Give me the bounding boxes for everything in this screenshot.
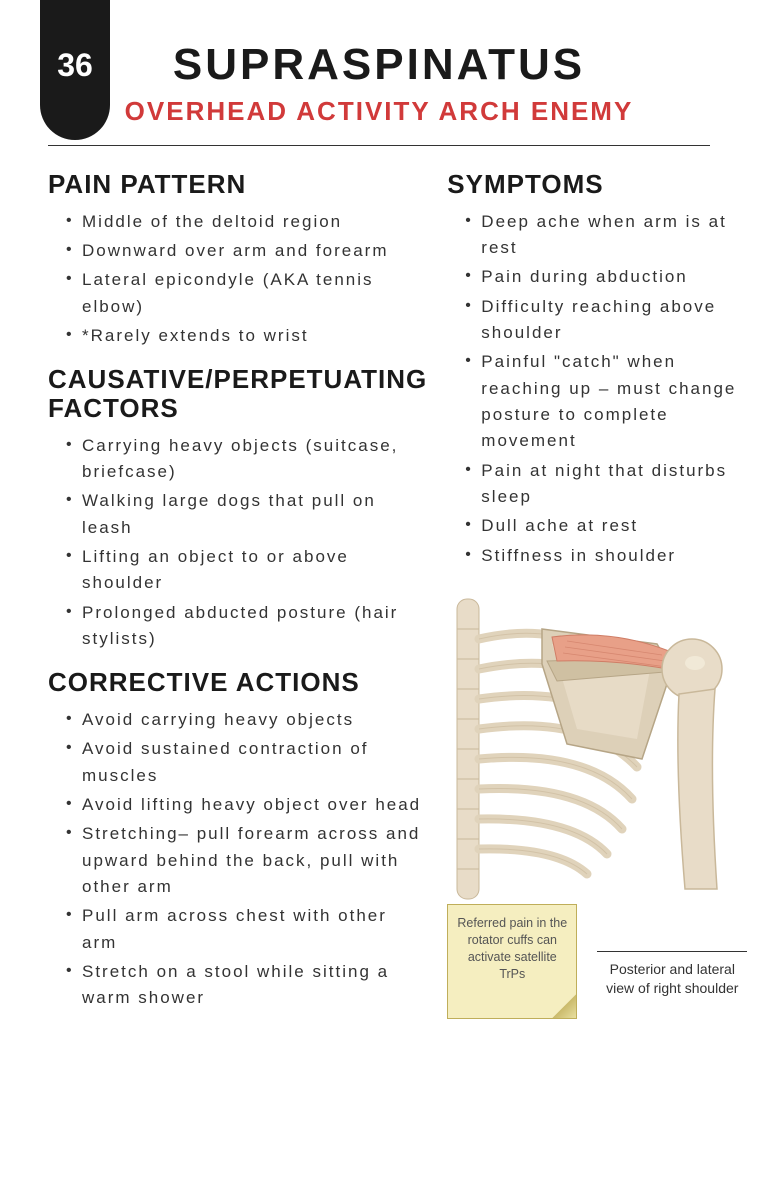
list-item: Pain during abduction <box>465 264 747 290</box>
symptoms-heading: SYMPTOMS <box>447 170 747 199</box>
causative-heading: CAUSATIVE/PERPETUATING FACTORS <box>48 365 427 422</box>
header-divider <box>48 145 710 146</box>
page-title: SUPRASPINATUS <box>0 40 758 90</box>
caption-divider <box>597 951 747 952</box>
list-item: Stiffness in shoulder <box>465 543 747 569</box>
list-item: Painful "catch" when reaching up – must … <box>465 349 747 454</box>
left-column: PAIN PATTERN Middle of the deltoid regio… <box>48 160 427 1028</box>
list-item: Lifting an object to or above shoulder <box>66 544 427 597</box>
header: SUPRASPINATUS OVERHEAD ACTIVITY ARCH ENE… <box>0 0 758 145</box>
content-columns: PAIN PATTERN Middle of the deltoid regio… <box>0 160 758 1028</box>
list-item: Lateral epicondyle (AKA tennis elbow) <box>66 267 427 320</box>
anatomy-figure: Referred pain in the rotator cuffs can a… <box>447 589 747 929</box>
list-item: Dull ache at rest <box>465 513 747 539</box>
corrective-heading: CORRECTIVE ACTIONS <box>48 668 427 697</box>
symptoms-list: Deep ache when arm is at rest Pain durin… <box>447 209 747 569</box>
list-item: Avoid carrying heavy objects <box>66 707 427 733</box>
list-item: Downward over arm and forearm <box>66 238 427 264</box>
list-item: Walking large dogs that pull on leash <box>66 488 427 541</box>
figure-caption: Posterior and lateral view of right shou… <box>597 951 747 999</box>
page-number: 36 <box>57 47 93 84</box>
list-item: Prolonged abducted posture (hair stylist… <box>66 600 427 653</box>
list-item: Avoid sustained contraction of muscles <box>66 736 427 789</box>
list-item: Pull arm across chest with other arm <box>66 903 427 956</box>
caption-text: Posterior and lateral view of right shou… <box>606 961 738 997</box>
page-subtitle: OVERHEAD ACTIVITY ARCH ENEMY <box>0 96 758 127</box>
list-item: Deep ache when arm is at rest <box>465 209 747 262</box>
list-item: Middle of the deltoid region <box>66 209 427 235</box>
list-item: Stretch on a stool while sitting a warm … <box>66 959 427 1012</box>
list-item: Difficulty reaching above shoulder <box>465 294 747 347</box>
corrective-list: Avoid carrying heavy objects Avoid susta… <box>48 707 427 1012</box>
list-item: Pain at night that disturbs sleep <box>465 458 747 511</box>
pain-pattern-heading: PAIN PATTERN <box>48 170 427 199</box>
list-item: Carrying heavy objects (suitcase, briefc… <box>66 433 427 486</box>
list-item: Avoid lifting heavy object over head <box>66 792 427 818</box>
causative-list: Carrying heavy objects (suitcase, briefc… <box>48 433 427 653</box>
pain-pattern-list: Middle of the deltoid region Downward ov… <box>48 209 427 350</box>
sticky-note-text: Referred pain in the rotator cuffs can a… <box>457 916 567 981</box>
list-item: Stretching– pull forearm across and upwa… <box>66 821 427 900</box>
shoulder-skeleton-illustration <box>447 589 747 909</box>
sticky-note: Referred pain in the rotator cuffs can a… <box>447 904 577 1019</box>
page-number-tab: 36 <box>40 0 110 140</box>
list-item: *Rarely extends to wrist <box>66 323 427 349</box>
right-column: SYMPTOMS Deep ache when arm is at rest P… <box>447 160 747 1028</box>
